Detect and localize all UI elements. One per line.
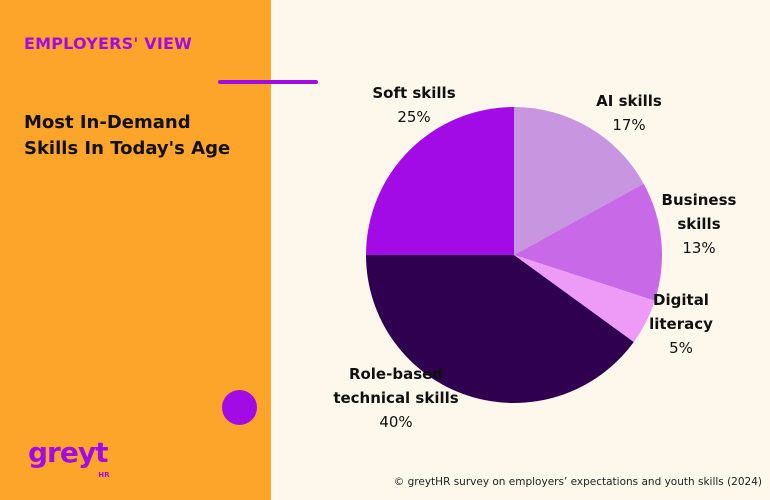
slice-value-label: 5% bbox=[669, 339, 693, 357]
headline: Most In-Demand Skills In Today's Age bbox=[24, 110, 264, 162]
slice-name-label: skills bbox=[677, 215, 720, 233]
pie-chart: AI skills 17% Business skills 13% Digital lite… bbox=[333, 84, 737, 431]
slice-name-label: Digital bbox=[653, 291, 709, 309]
slice-label-business-skills: Business skills 13% bbox=[662, 191, 737, 257]
pie-slice-soft-skills bbox=[366, 107, 514, 255]
slice-name-label: AI skills bbox=[596, 92, 662, 110]
logo-sub: HR bbox=[98, 471, 110, 479]
slice-name-label: Business bbox=[662, 191, 737, 209]
headline-line: Most In-Demand bbox=[24, 112, 191, 133]
headline-line: Skills In Today's Age bbox=[24, 138, 231, 159]
pie-slice-digital-literacy bbox=[514, 255, 655, 342]
section-eyebrow: EMPLOYERS' VIEW bbox=[24, 34, 192, 53]
pie-slice-ai-skills bbox=[514, 107, 644, 255]
slice-label-role-based-technical-skills: Role-based technical skills 40% bbox=[333, 365, 458, 431]
accent-divider bbox=[218, 80, 318, 84]
slice-name-label: Soft skills bbox=[372, 84, 455, 102]
slice-label-soft-skills: Soft skills 25% bbox=[372, 84, 455, 126]
source-footnote: © greytHR survey on employers’ expectati… bbox=[393, 476, 762, 488]
slice-name-label: technical skills bbox=[333, 389, 458, 407]
greythr-logo: greyt HR bbox=[28, 436, 109, 480]
slice-value-label: 40% bbox=[379, 413, 412, 431]
pie-slice-role-based-technical-skills bbox=[366, 255, 634, 404]
slice-name-label: Role-based bbox=[349, 365, 443, 383]
slice-name-label: literacy bbox=[649, 315, 713, 333]
slice-value-label: 25% bbox=[397, 108, 430, 126]
decorative-dot bbox=[222, 390, 257, 425]
slice-label-ai-skills: AI skills 17% bbox=[596, 92, 662, 134]
slice-value-label: 13% bbox=[682, 239, 715, 257]
slice-value-label: 17% bbox=[612, 116, 645, 134]
slice-label-digital-literacy: Digital literacy 5% bbox=[649, 291, 713, 357]
left-panel: EMPLOYERS' VIEW Most In-Demand Skills In… bbox=[0, 0, 271, 500]
logo-wordmark: greyt bbox=[28, 436, 108, 469]
pie-slice-business-skills bbox=[514, 183, 662, 301]
